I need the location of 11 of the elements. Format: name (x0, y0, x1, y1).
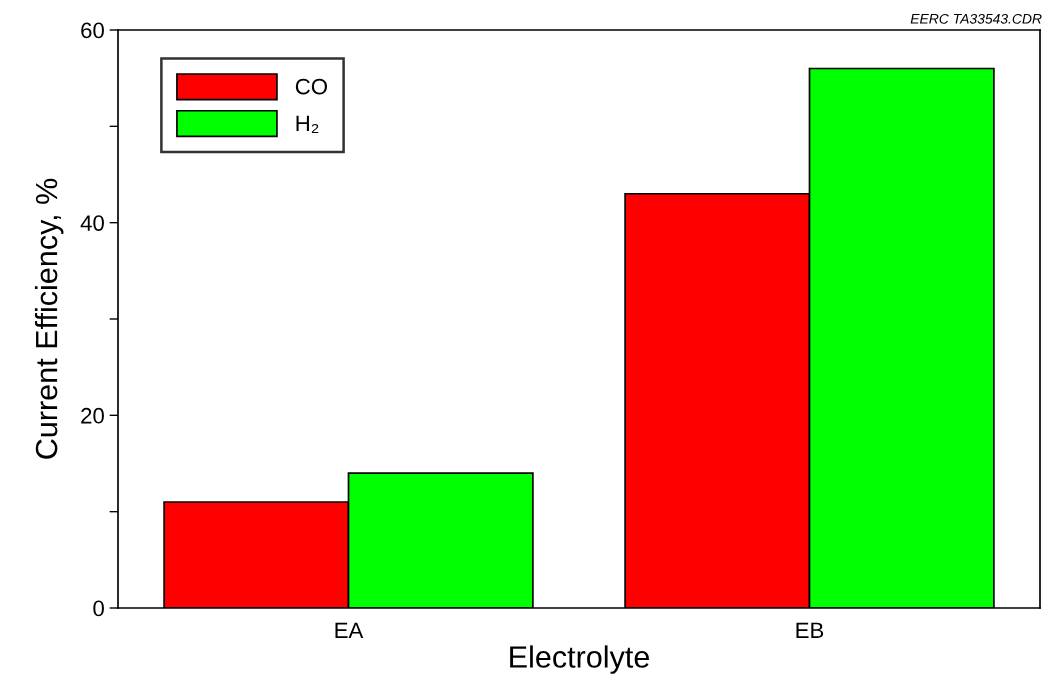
text: EERC TA33543.CDR (910, 13, 1042, 24)
y-tick-label: 0 (93, 600, 104, 617)
y-tick-label: 60 (81, 22, 104, 39)
x-axis-title: Electrolyte (510, 645, 649, 674)
y-tick-label: 40 (80, 215, 104, 231)
y-tick-label: 20 (81, 407, 104, 424)
x-tick-label: EA (335, 622, 364, 638)
x-tick-label: EB (796, 622, 824, 638)
legend-label: CO (295, 78, 327, 95)
legend-label: H₂ (296, 115, 319, 133)
y-axis-title: Current Efficiency, % (34, 178, 64, 459)
